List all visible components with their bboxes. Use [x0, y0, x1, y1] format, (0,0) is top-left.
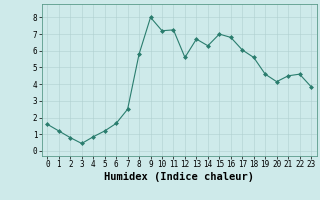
X-axis label: Humidex (Indice chaleur): Humidex (Indice chaleur): [104, 172, 254, 182]
